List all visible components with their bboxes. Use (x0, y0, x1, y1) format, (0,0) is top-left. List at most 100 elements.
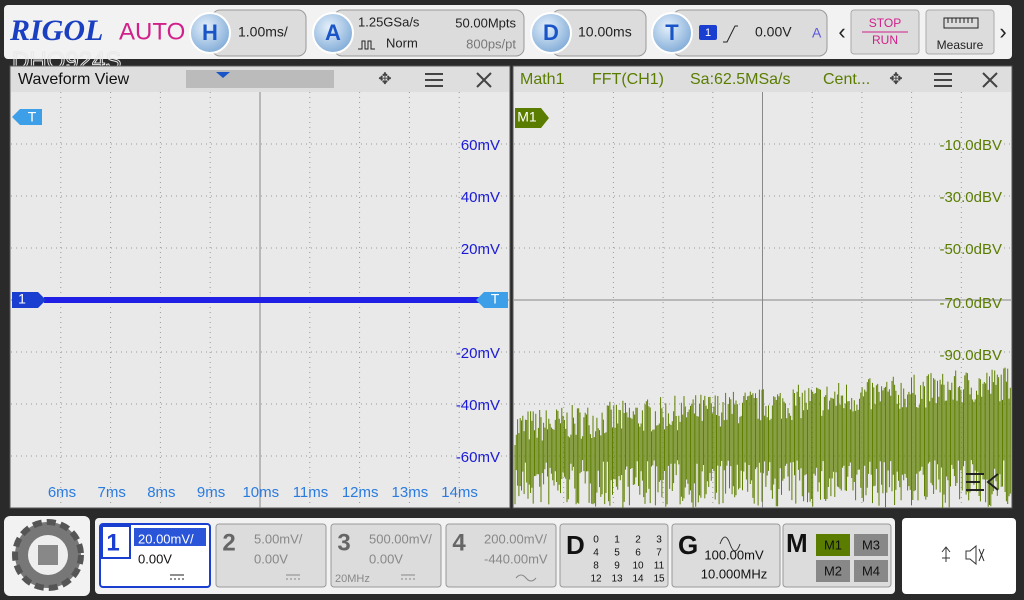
delay-label: D (543, 20, 559, 45)
waveform-grid: 6ms 7ms 8ms 9ms 10ms 11ms 12ms 13ms 14ms 60mV 40mV… (11, 92, 509, 508)
trigger-level: 0.00V (755, 24, 792, 40)
x-tick-label: 13ms (392, 484, 429, 501)
x-tick-label: 7ms (98, 484, 126, 501)
horizontal-button[interactable] (189, 12, 231, 54)
y-tick-label: -70.0dBV (939, 295, 1002, 312)
math-item: M2 (824, 563, 842, 578)
math-item-box[interactable] (854, 560, 888, 582)
prev-arrow[interactable]: ‹ (838, 19, 845, 44)
trigger-sweep: A (812, 25, 822, 41)
digital-channel: 0 (593, 535, 599, 546)
x-tick-label: 10ms (242, 484, 279, 501)
digital-channel: 12 (590, 574, 602, 585)
m1-marker (515, 108, 549, 128)
ch1-marker (12, 292, 46, 308)
channel-number: 1 (106, 529, 119, 556)
math-item: M4 (862, 563, 880, 578)
sample-rate: 1.25GSa/s (358, 14, 420, 29)
fft-trace (514, 367, 1011, 508)
math-item-box[interactable] (816, 534, 850, 556)
fft-source: FFT(CH1) (592, 71, 664, 88)
trigger-pos-marker (12, 109, 42, 125)
channel-number: 2 (222, 529, 235, 556)
trigger-source: 1 (705, 27, 711, 39)
home-icon (38, 545, 58, 565)
trigger-label: T (665, 20, 679, 45)
move-icon[interactable]: ✥ (378, 71, 391, 88)
y-tick-label: -20mV (456, 345, 500, 362)
fft-sample-rate: Sa:62.5MSa/s (690, 71, 791, 88)
collapse-icon[interactable] (966, 473, 999, 491)
channel-offset: 0.00V (369, 551, 403, 566)
channel-offset: 0.00V (254, 551, 288, 566)
x-tick-label: 14ms (441, 484, 478, 501)
trigger-level-marker (476, 292, 508, 308)
math-item-box[interactable] (854, 534, 888, 556)
digital-channel: 8 (593, 561, 599, 572)
math-item-box[interactable] (816, 560, 850, 582)
brand: RIGOL (9, 14, 103, 47)
horizontal-label: H (202, 20, 218, 45)
generator-box[interactable] (671, 523, 781, 588)
acquire-button[interactable] (312, 12, 354, 54)
channel-number: 4 (452, 529, 466, 556)
trigger-pos-label: T (28, 109, 37, 125)
x-tick-label: 11ms (293, 484, 329, 501)
fft-center: Cent... (823, 71, 870, 88)
fft-noise (514, 367, 1011, 508)
channel-offset: -440.00mV (484, 551, 548, 566)
mute-icon[interactable] (965, 544, 985, 566)
trigger-level-label: T (491, 291, 500, 307)
m1-marker-label: M1 (517, 109, 537, 125)
y-tick-label: 40mV (461, 189, 500, 206)
coupling-icon (401, 574, 415, 580)
channel-scale: 20.00mV/ (138, 531, 194, 546)
move-icon[interactable]: ✥ (889, 71, 902, 88)
x-tick-label: 8ms (147, 484, 175, 501)
menu-icon[interactable] (425, 73, 443, 87)
menu-icon[interactable] (934, 73, 952, 87)
close-icon[interactable] (982, 72, 998, 88)
digital-box[interactable] (559, 523, 669, 588)
gen-frequency: 10.000MHz (701, 566, 767, 581)
digital-channel: 2 (635, 535, 641, 546)
channel-box[interactable] (215, 523, 327, 588)
channel-scale: 5.00mV/ (254, 531, 303, 546)
ruler-icon (943, 17, 979, 29)
next-arrow[interactable]: › (999, 19, 1006, 44)
ch1-marker-label: 1 (18, 291, 26, 307)
trigger-box[interactable] (672, 9, 828, 57)
digital-channel: 7 (656, 548, 662, 559)
channel-number-box (101, 525, 131, 559)
thumb-marker (216, 72, 230, 78)
trigger-button[interactable] (651, 12, 693, 54)
channel-scale: 200.00mV/ (484, 531, 547, 546)
digital-channel: 6 (635, 548, 641, 559)
math-label: M (786, 528, 808, 558)
x-tick-label: 6ms (48, 484, 76, 501)
trigger-source-badge (699, 25, 717, 40)
digital-channel: 14 (632, 574, 644, 585)
run-label: RUN (872, 33, 898, 47)
channel-box[interactable] (445, 523, 557, 588)
measure-label: Measure (937, 38, 984, 52)
acq-icon (358, 40, 375, 50)
channel-scale: 500.00mV/ (369, 531, 432, 546)
channel-box[interactable] (330, 523, 442, 588)
digital-channel: 15 (653, 574, 665, 585)
delay-button[interactable] (530, 12, 572, 54)
gen-amplitude: 100.00mV (704, 547, 764, 562)
close-icon[interactable] (476, 72, 492, 88)
measure-button[interactable] (925, 9, 995, 55)
horizontal-scale: 1.00ms/ (238, 24, 288, 40)
fft-header (514, 67, 1011, 92)
digital-channel: 13 (611, 574, 623, 585)
y-tick-label: -60mV (456, 449, 500, 466)
delay-value: 10.00ms (578, 24, 632, 40)
thumbnail (186, 70, 334, 88)
y-tick-label: 60mV (461, 137, 500, 154)
x-tick-label: 9ms (197, 484, 225, 501)
y-tick-label: 20mV (461, 241, 500, 258)
generator-label: G (678, 530, 698, 560)
